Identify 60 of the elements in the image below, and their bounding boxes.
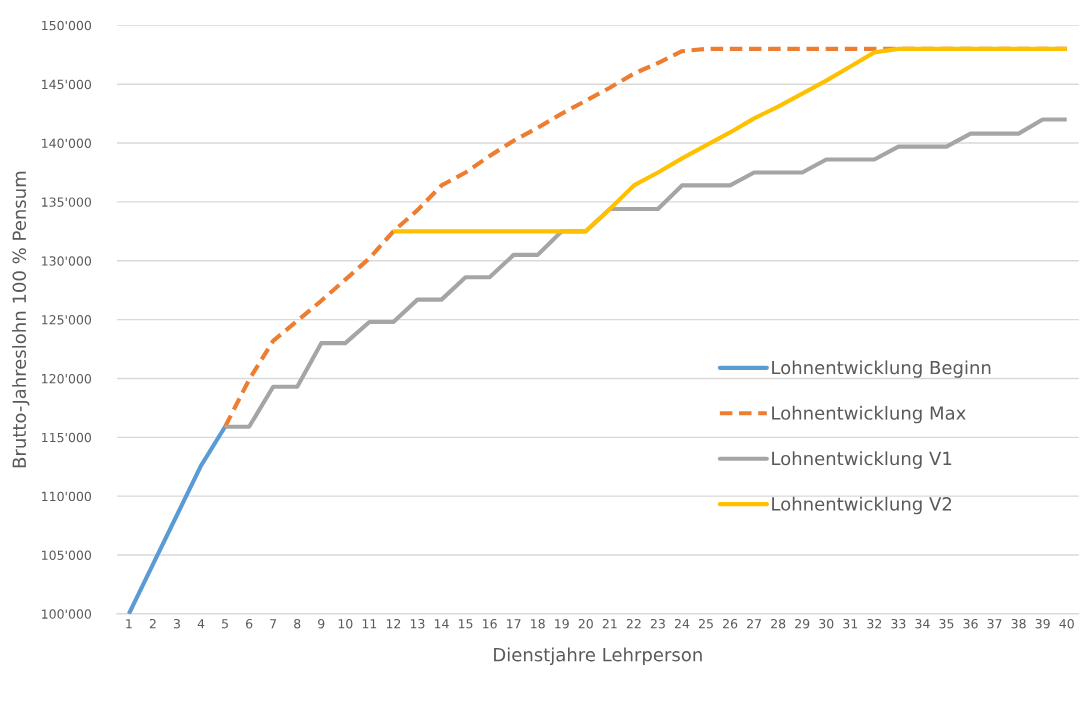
x-tick-label: 40 [1059, 618, 1074, 629]
x-tick-label: 19 [555, 618, 569, 629]
x-tick-label: 32 [867, 618, 882, 629]
x-tick-label: 18 [531, 618, 545, 629]
line-series [222, 117, 1069, 429]
x-axis-title: Dienstjahre Lehrperson [494, 647, 702, 665]
x-tick-label: 2 [149, 618, 156, 629]
x-tick-label: 16 [483, 618, 497, 629]
x-tick-label: 6 [246, 618, 253, 629]
x-tick-label: 11 [362, 619, 377, 629]
legend-label: Lohnentwicklung Max [772, 405, 966, 424]
x-tick-label: 21 [602, 618, 617, 629]
x-tick-label: 24 [674, 618, 690, 629]
x-tick-label: 38 [1011, 618, 1026, 629]
x-tick-label: 15 [458, 619, 473, 629]
x-tick-label: 31 [843, 618, 858, 629]
y-tick-label: 115'000 [42, 432, 92, 443]
x-tick-label: 34 [915, 618, 930, 629]
x-tick-label: 14 [434, 619, 449, 629]
y-tick-label: 140'000 [42, 138, 92, 148]
x-tick-label: 5 [222, 619, 228, 629]
y-tick-label: 100'000 [42, 609, 92, 619]
x-tick-label: 13 [410, 618, 425, 629]
x-tick-label: 10 [338, 618, 353, 629]
x-tick-label: 36 [963, 618, 978, 629]
legend-label: Lohnentwicklung V1 [772, 451, 952, 469]
x-tick-label: 3 [173, 618, 180, 629]
x-tick-label: 12 [386, 618, 401, 629]
x-tick-label: 27 [747, 618, 761, 629]
y-tick-label: 110'000 [42, 491, 92, 502]
x-tick-label: 30 [819, 618, 834, 629]
x-tick-label: 26 [723, 618, 738, 629]
x-tick-label: 4 [197, 619, 205, 629]
legend-label: Lohnentwicklung Beginn [772, 360, 991, 378]
x-tick-label: 25 [698, 618, 713, 629]
y-axis-title: Brutto-Jahreslohn 100 % Pensum [12, 171, 30, 468]
x-tick-label: 7 [270, 619, 277, 629]
x-tick-label: 9 [318, 618, 325, 629]
y-tick-label: 145'000 [42, 79, 92, 90]
x-tick-label: 39 [1035, 618, 1050, 629]
y-tick-label: 150'000 [42, 20, 92, 31]
y-tick-label: 125'000 [42, 315, 92, 325]
y-tick-label: 130'000 [42, 256, 92, 266]
y-tick-label: 105'000 [42, 550, 92, 560]
x-tick-label: 8 [294, 618, 301, 629]
x-tick-label: 17 [507, 619, 521, 629]
line-series [391, 46, 1069, 234]
legend-label: Lohnentwicklung V2 [772, 496, 952, 515]
x-tick-label: 23 [650, 618, 665, 629]
x-tick-label: 28 [771, 618, 786, 629]
x-tick-label: 29 [795, 618, 810, 629]
x-tick-label: 22 [626, 618, 641, 629]
y-tick-label: 135'000 [42, 197, 92, 207]
y-tick-label: 120'000 [42, 373, 92, 384]
line-series [126, 424, 228, 614]
x-tick-label: 35 [939, 618, 954, 629]
x-tick-label: 37 [987, 618, 1002, 629]
x-tick-label: 20 [578, 618, 593, 629]
x-tick-label: 33 [891, 618, 906, 629]
x-tick-label: 1 [126, 619, 132, 629]
